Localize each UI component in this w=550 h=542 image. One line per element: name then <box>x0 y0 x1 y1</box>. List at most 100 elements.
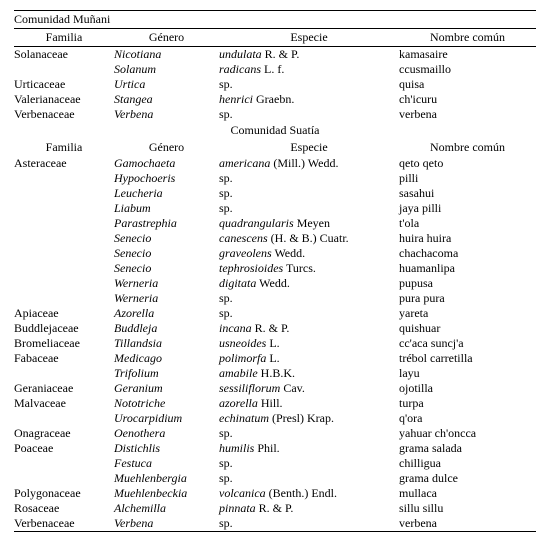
cell-familia: Bromeliaceae <box>14 336 114 351</box>
cell-genero: Urocarpidium <box>114 411 219 426</box>
header-nombre: Nombre común <box>399 30 536 45</box>
cell-especie: sp. <box>219 291 399 306</box>
cell-genero: Nototriche <box>114 396 219 411</box>
cell-familia: Buddlejaceae <box>14 321 114 336</box>
cell-especie: pinnata R. & P. <box>219 501 399 516</box>
cell-familia: Onagraceae <box>14 426 114 441</box>
header-familia: Familia <box>14 30 114 45</box>
table-row: PolygonaceaeMuehlenbeckiavolcanica (Bent… <box>14 486 536 501</box>
cell-familia <box>14 186 114 201</box>
table-row: AsteraceaeGamochaetaamericana (Mill.) We… <box>14 156 536 171</box>
cell-familia <box>14 291 114 306</box>
cell-nombre: verbena <box>399 107 536 122</box>
cell-genero: Distichlis <box>114 441 219 456</box>
section1-rows: SolanaceaeNicotianaundulata R. & P.kamas… <box>14 47 536 122</box>
table-row: Solanumradicans L. f.ccusmaillo <box>14 62 536 77</box>
cell-familia <box>14 456 114 471</box>
cell-nombre: sillu sillu <box>399 501 536 516</box>
cell-nombre: pupusa <box>399 276 536 291</box>
cell-genero: Senecio <box>114 246 219 261</box>
cell-especie: undulata R. & P. <box>219 47 399 62</box>
cell-especie: volcanica (Benth.) Endl. <box>219 486 399 501</box>
table-row: MalvaceaeNototricheazorella Hill.turpa <box>14 396 536 411</box>
cell-nombre: ojotilla <box>399 381 536 396</box>
section2-rows: AsteraceaeGamochaetaamericana (Mill.) We… <box>14 156 536 532</box>
cell-genero: Buddleja <box>114 321 219 336</box>
cell-genero: Liabum <box>114 201 219 216</box>
table-row: Parastrephiaquadrangularis Meyent'ola <box>14 216 536 231</box>
table-row: Muehlenbergiasp.grama dulce <box>14 471 536 486</box>
cell-nombre: ch'icuru <box>399 92 536 107</box>
cell-familia <box>14 171 114 186</box>
cell-familia <box>14 216 114 231</box>
table-row: BuddlejaceaeBuddlejaincana R. & P.quishu… <box>14 321 536 336</box>
cell-especie: henrici Graebn. <box>219 92 399 107</box>
cell-especie: digitata Wedd. <box>219 276 399 291</box>
table-row: SolanaceaeNicotianaundulata R. & P.kamas… <box>14 47 536 62</box>
cell-genero: Leucheria <box>114 186 219 201</box>
cell-genero: Verbena <box>114 516 219 531</box>
table-header-1: Familia Género Especie Nombre común <box>14 28 536 47</box>
table-row: VerbenaceaeVerbenasp.verbena <box>14 107 536 122</box>
cell-especie: tephrosioides Turcs. <box>219 261 399 276</box>
cell-nombre: qeto qeto <box>399 156 536 171</box>
cell-nombre: mullaca <box>399 486 536 501</box>
cell-especie: incana R. & P. <box>219 321 399 336</box>
cell-familia: Urticaceae <box>14 77 114 92</box>
cell-genero: Werneria <box>114 291 219 306</box>
cell-genero: Azorella <box>114 306 219 321</box>
cell-especie: sp. <box>219 471 399 486</box>
header-genero: Género <box>114 30 219 45</box>
table-row: OnagraceaeOenotherasp.yahuar ch'oncca <box>14 426 536 441</box>
cell-nombre: verbena <box>399 516 536 531</box>
cell-familia: Fabaceae <box>14 351 114 366</box>
cell-genero: Muehlenbeckia <box>114 486 219 501</box>
cell-genero: Oenothera <box>114 426 219 441</box>
cell-especie: usneoides L. <box>219 336 399 351</box>
species-table: Comunidad Muñani Familia Género Especie … <box>14 10 536 532</box>
cell-especie: sessiliflorum Cav. <box>219 381 399 396</box>
cell-familia <box>14 231 114 246</box>
cell-especie: sp. <box>219 171 399 186</box>
cell-especie: graveolens Wedd. <box>219 246 399 261</box>
cell-especie: sp. <box>219 107 399 122</box>
cell-familia: Polygonaceae <box>14 486 114 501</box>
cell-nombre: chilligua <box>399 456 536 471</box>
cell-familia: Malvaceae <box>14 396 114 411</box>
cell-nombre: grama salada <box>399 441 536 456</box>
header-familia-2: Familia <box>14 140 114 155</box>
cell-nombre: jaya pilli <box>399 201 536 216</box>
section1-title: Comunidad Muñani <box>14 10 536 28</box>
cell-nombre: huamanlipa <box>399 261 536 276</box>
cell-familia <box>14 201 114 216</box>
cell-nombre: ccusmaillo <box>399 62 536 77</box>
table-header-2: Familia Género Especie Nombre común <box>14 139 536 156</box>
cell-nombre: grama dulce <box>399 471 536 486</box>
cell-familia: Asteraceae <box>14 156 114 171</box>
cell-especie: radicans L. f. <box>219 62 399 77</box>
cell-genero: Senecio <box>114 261 219 276</box>
cell-nombre: quishuar <box>399 321 536 336</box>
cell-familia: Verbenaceae <box>14 516 114 531</box>
cell-especie: sp. <box>219 426 399 441</box>
cell-nombre: kamasaire <box>399 47 536 62</box>
cell-familia <box>14 276 114 291</box>
table-row: Urocarpidiumechinatum (Presl) Krap.q'ora <box>14 411 536 426</box>
table-row: PoaceaeDistichlishumilis Phil.grama sala… <box>14 441 536 456</box>
table-row: Seneciotephrosioides Turcs.huamanlipa <box>14 261 536 276</box>
cell-familia: Geraniaceae <box>14 381 114 396</box>
header-nombre-2: Nombre común <box>399 140 536 155</box>
cell-genero: Parastrephia <box>114 216 219 231</box>
cell-genero: Medicago <box>114 351 219 366</box>
table-row: Hypochoerissp.pilli <box>14 171 536 186</box>
table-row: GeraniaceaeGeraniumsessiliflorum Cav.ojo… <box>14 381 536 396</box>
cell-nombre: quisa <box>399 77 536 92</box>
table-row: Werneriadigitata Wedd.pupusa <box>14 276 536 291</box>
table-row: Trifoliumamabile H.B.K.layu <box>14 366 536 381</box>
cell-especie: sp. <box>219 306 399 321</box>
table-row: Werneriasp.pura pura <box>14 291 536 306</box>
table-row: FabaceaeMedicagopolimorfa L.trébol carre… <box>14 351 536 366</box>
cell-familia <box>14 471 114 486</box>
cell-nombre: cc'aca suncj'a <box>399 336 536 351</box>
table-row: ValerianaceaeStangeahenrici Graebn.ch'ic… <box>14 92 536 107</box>
